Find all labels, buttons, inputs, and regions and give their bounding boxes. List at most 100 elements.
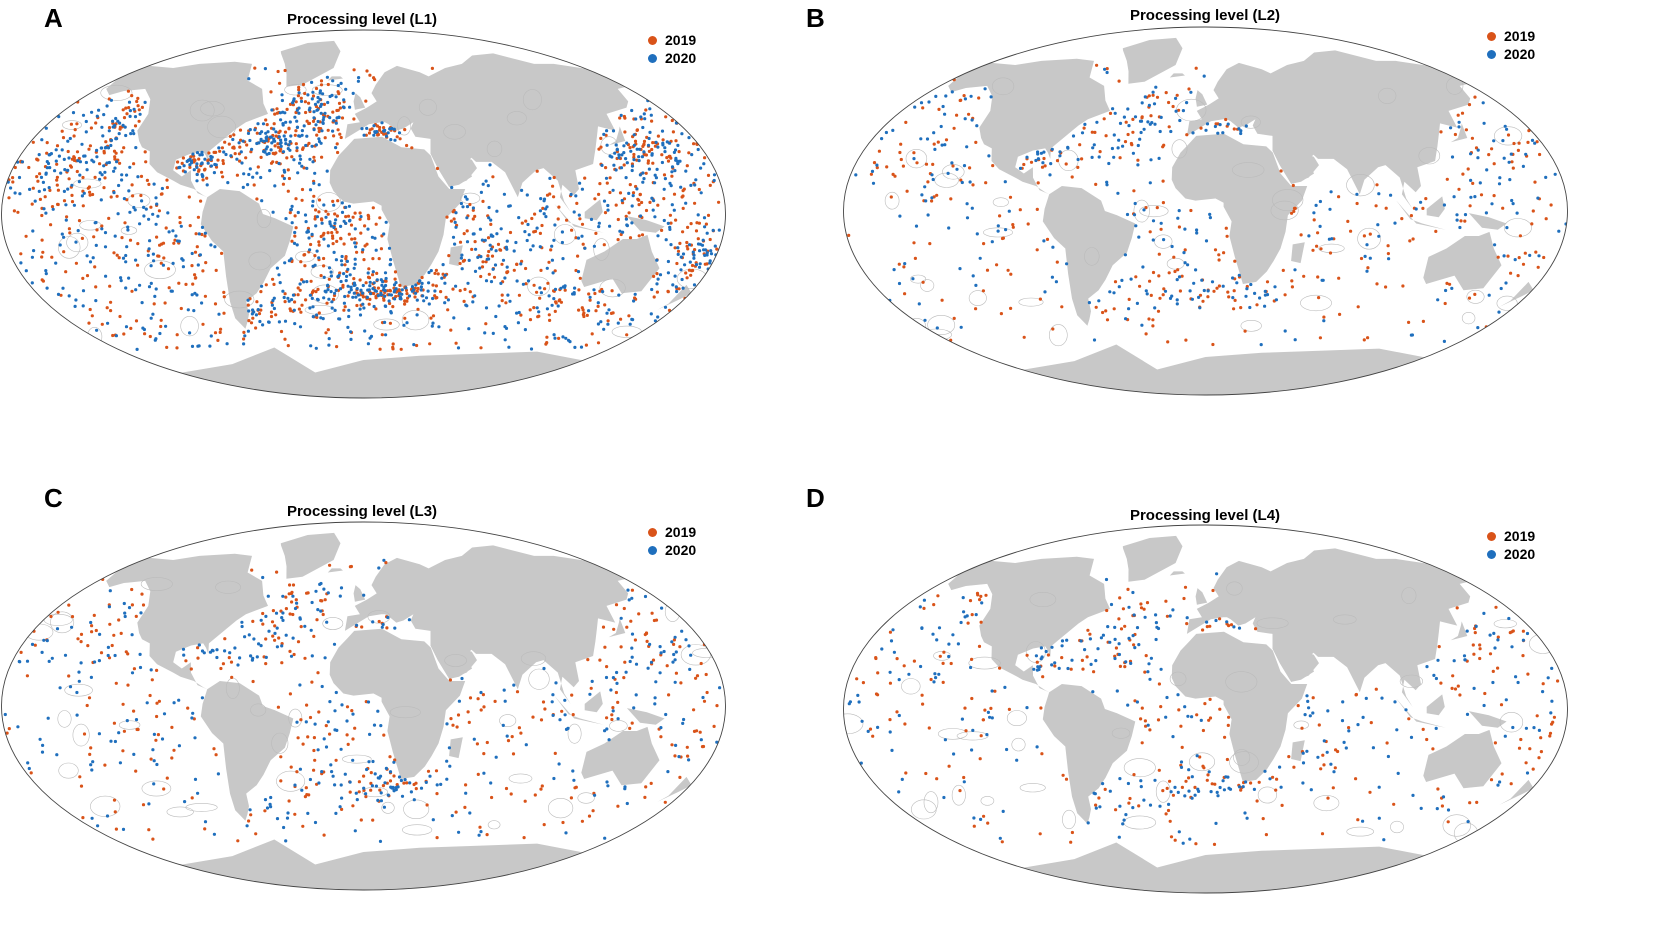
eez-boundary [927,314,956,335]
observation-2020 [692,283,697,287]
observation-2020 [641,180,645,184]
observation-2019 [366,275,371,279]
eez-boundary [361,786,388,798]
observation-2020 [59,171,63,175]
observation-2020 [293,230,297,235]
observation-2020 [100,173,104,177]
observation-2019 [1061,773,1065,777]
observation-2020 [1368,256,1372,260]
observation-2019 [351,804,355,808]
observation-2019 [705,690,709,695]
observation-2019 [692,142,696,146]
observation-2019 [1439,681,1443,685]
observation-2019 [977,644,982,648]
observation-2020 [375,130,379,134]
observation-2019 [1492,194,1496,198]
observation-2020 [551,693,555,697]
observation-2020 [291,636,295,640]
observation-2019 [284,607,288,611]
observation-2020 [990,240,994,244]
observation-2019 [1123,624,1127,628]
eez-boundary [1256,617,1289,629]
observation-2020 [358,307,362,311]
observation-2019 [275,570,279,574]
observation-2019 [500,262,504,266]
observation-2020 [206,161,210,165]
observation-2020 [403,778,407,782]
observation-2019 [271,609,275,613]
observation-2020 [1364,696,1368,700]
observation-2020 [358,298,362,302]
observation-2020 [210,155,214,159]
observation-2020 [680,132,684,136]
observation-2020 [912,157,916,161]
observation-2020 [305,230,309,234]
observation-2020 [903,262,907,266]
observation-2019 [38,172,42,176]
observation-2020 [941,104,945,109]
observation-2020 [310,600,314,605]
observation-2020 [299,99,304,103]
observation-2020 [461,205,465,209]
observation-2019 [118,127,122,131]
observation-2019 [371,273,375,277]
observation-2020 [91,256,95,260]
observation-2020 [290,221,294,225]
observation-2020 [1162,238,1166,242]
observation-2020 [259,644,263,648]
observation-2020 [211,649,215,653]
observation-2019 [238,159,242,163]
land-mass [329,136,466,287]
observation-2020 [483,331,487,335]
observation-2020 [705,253,709,257]
observation-2019 [367,217,371,221]
observation-2020 [89,620,93,625]
observation-2019 [148,693,152,698]
observation-2020 [866,729,870,733]
observation-2019 [192,717,196,721]
observation-2020 [332,250,336,254]
observation-2020 [125,173,129,177]
observation-2020 [607,738,611,742]
observation-2020 [1140,101,1144,105]
observation-2020 [30,281,34,285]
observation-2019 [678,241,682,245]
observation-2019 [1195,713,1199,717]
observation-2020 [384,220,388,224]
observation-2019 [347,232,351,236]
eez-boundary [276,770,306,792]
observation-2019 [72,134,76,138]
observation-2020 [1541,690,1545,694]
observation-2019 [117,256,121,260]
observation-2020 [81,113,86,117]
eez-boundary [528,668,550,690]
observation-2020 [66,187,70,191]
observation-2020 [154,337,158,341]
legend-swatch-2019 [648,527,657,537]
observation-2019 [136,96,140,100]
land-mass [657,776,692,802]
observation-2019 [549,248,553,252]
observation-2019 [1255,303,1259,307]
observation-2020 [503,276,507,280]
observation-2020 [127,606,132,610]
observation-2019 [1060,305,1064,309]
observation-2020 [494,755,498,759]
observation-2019 [7,727,11,731]
observation-2019 [1132,189,1136,193]
observation-2020 [1007,209,1011,213]
observation-2020 [382,558,386,562]
observation-2019 [335,142,339,146]
observation-2020 [672,150,677,154]
observation-2019 [322,256,326,261]
observation-2019 [482,752,486,756]
observation-2020 [317,256,321,260]
observation-2020 [342,272,346,276]
observation-2020 [1476,326,1480,330]
observation-2019 [304,110,308,115]
observation-2019 [557,205,561,209]
land-mass [106,553,268,690]
observation-2020 [617,153,621,157]
observation-2020 [1450,286,1454,290]
observation-2020 [891,128,895,132]
